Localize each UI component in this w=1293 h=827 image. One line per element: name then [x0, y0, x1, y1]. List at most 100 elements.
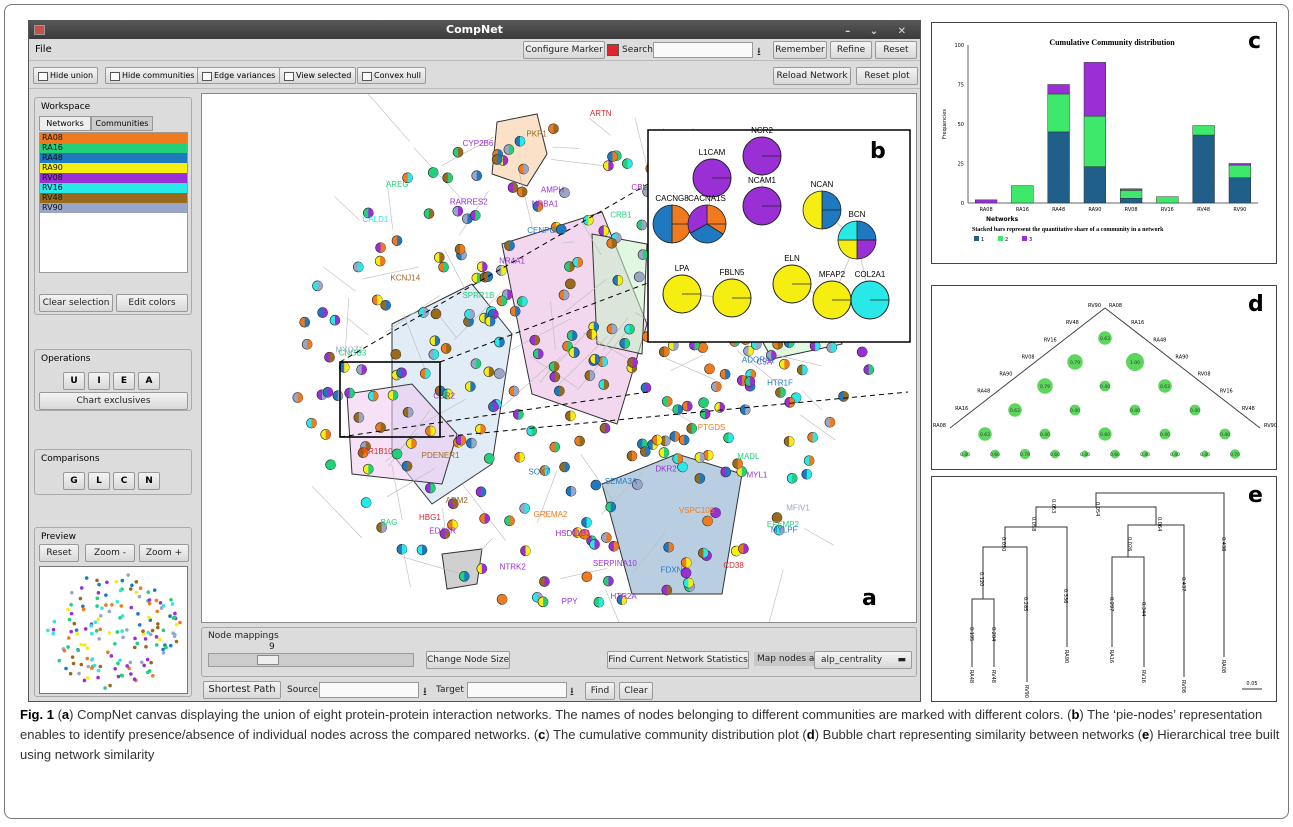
pie-node-slice: [344, 362, 350, 373]
pie-node-slice: [481, 563, 487, 574]
refine-button[interactable]: Refine: [830, 41, 872, 59]
tab-networks[interactable]: Networks: [39, 116, 91, 131]
pie-node-slice: [330, 459, 336, 470]
operations-title: Operations: [41, 354, 91, 364]
preview-panel: Preview Reset Zoom - Zoom +: [34, 527, 192, 697]
preview-node: [132, 645, 137, 650]
find-button[interactable]: Find: [585, 682, 615, 700]
bubble: [1099, 380, 1111, 392]
edge-variances-toggle[interactable]: Edge variances: [197, 67, 281, 84]
network-row-rv48[interactable]: RV48: [40, 193, 187, 203]
node-size-slider[interactable]: [208, 653, 414, 667]
change-node-size-button[interactable]: Change Node Size: [426, 651, 510, 669]
pie-node-label: ELN: [784, 254, 800, 263]
view-selected-toggle[interactable]: View selected: [279, 67, 357, 84]
pie-node: [380, 299, 392, 311]
pie-node: [292, 392, 304, 403]
network-row-rv16[interactable]: RV16: [40, 183, 187, 193]
network-row-ra08[interactable]: RA08: [40, 133, 187, 143]
global-compare-button[interactable]: G: [63, 472, 85, 490]
network-row-rv08[interactable]: RV08: [40, 173, 187, 183]
network-row-rv90[interactable]: RV90: [40, 203, 187, 213]
dendrogram-branch: [1127, 524, 1185, 677]
pie-node-slice: [553, 123, 559, 134]
preview-node: [107, 631, 112, 635]
chart-panel-d: RV90 RA08 RV48 RA16 RV16 RA48 RV08 RA90 RA90 RV08…: [931, 285, 1277, 470]
clear-selection-button[interactable]: Clear selection: [39, 294, 113, 312]
pie-node: [549, 441, 561, 453]
edit-colors-button[interactable]: Edit colors: [116, 294, 188, 312]
hide-communities-toggle[interactable]: Hide communities: [105, 67, 200, 84]
preview-node: [171, 631, 175, 636]
source-input[interactable]: [319, 682, 419, 698]
convex-hull-toggle[interactable]: Convex hull: [357, 67, 426, 84]
zoom-out-button[interactable]: Zoom -: [85, 544, 135, 562]
source-dropdown-icon[interactable]: ⭳: [423, 685, 427, 698]
preview-canvas[interactable]: [39, 566, 188, 694]
configure-marker-button[interactable]: Configure Marker: [523, 41, 605, 59]
clear-button[interactable]: Clear: [619, 682, 653, 700]
network-canvas[interactable]: EDA2RCBLN4HPDSPRR1BPTGDSHRSEADM2PKP1KCNJ…: [201, 93, 917, 623]
marker-color-swatch[interactable]: [607, 44, 619, 56]
preview-node: [118, 658, 122, 663]
slider-handle[interactable]: [257, 655, 279, 665]
pie-node: [454, 243, 466, 255]
comparisons-panel: Comparisons G L C N: [34, 449, 192, 495]
bubble-axis-label-left: RA08: [933, 423, 946, 429]
pie-node-slice: [564, 187, 570, 198]
target-input[interactable]: [467, 682, 567, 698]
target-dropdown-icon[interactable]: ⭳: [570, 685, 574, 698]
node-compare-button[interactable]: N: [138, 472, 160, 490]
preview-node: [170, 602, 175, 606]
preview-node: [97, 637, 102, 641]
find-network-statistics-button[interactable]: Find Current Network Statistics: [607, 651, 749, 669]
pie-node: [593, 596, 605, 608]
pie-node-slice: [715, 507, 721, 518]
x-tick-label: RA48: [1052, 207, 1065, 213]
chart-exclusives-button[interactable]: Chart exclusives: [39, 392, 188, 410]
pie-node: [698, 397, 709, 408]
preview-node: [134, 580, 139, 584]
pie-node-slice: [461, 435, 467, 446]
community-compare-button[interactable]: C: [113, 472, 135, 490]
reload-network-button[interactable]: Reload Network: [773, 67, 851, 85]
preview-node: [144, 644, 148, 649]
network-row-ra48[interactable]: RA48: [40, 153, 187, 163]
preview-node: [90, 666, 94, 670]
edge: [582, 222, 602, 256]
reset-plot-button[interactable]: Reset plot: [856, 67, 918, 85]
zoom-in-button[interactable]: Zoom +: [139, 544, 189, 562]
pie-node: [509, 305, 521, 317]
map-nodes-select[interactable]: alp_centrality ▬: [814, 651, 912, 669]
pie-node: [624, 323, 635, 335]
union-button[interactable]: U: [63, 372, 85, 390]
edge: [443, 248, 466, 290]
pie-node-slice: [311, 418, 317, 429]
exclusive-button[interactable]: E: [113, 372, 135, 390]
pie-node-slice: [327, 387, 333, 398]
preview-reset-button[interactable]: Reset: [39, 544, 79, 562]
node-label: C5A: [756, 358, 772, 367]
pie-node: [807, 431, 818, 443]
pie-node-slice: [407, 172, 413, 183]
search-dropdown-icon[interactable]: ⭳: [757, 45, 761, 58]
edge: [536, 471, 558, 524]
local-compare-button[interactable]: L: [88, 472, 110, 490]
pie-node-slice: [543, 596, 549, 607]
reset-button[interactable]: Reset: [875, 41, 917, 59]
search-input[interactable]: [653, 42, 753, 58]
all-button[interactable]: A: [138, 372, 160, 390]
intersection-button[interactable]: I: [88, 372, 110, 390]
tab-communities[interactable]: Communities: [91, 116, 153, 131]
network-row-ra90[interactable]: RA90: [40, 163, 187, 173]
bubble-value: 0.70: [1230, 452, 1240, 458]
hide-union-toggle[interactable]: Hide union: [33, 67, 99, 84]
remember-button[interactable]: Remember: [773, 41, 827, 59]
network-row-ra16[interactable]: RA16: [40, 143, 187, 153]
window-controls-icon[interactable]: – ⌄ ✕: [845, 26, 914, 37]
pie-node: [801, 468, 813, 480]
preview-node: [79, 662, 84, 667]
network-graph[interactable]: EDA2RCBLN4HPDSPRR1BPTGDSHRSEADM2PKP1KCNJ…: [202, 94, 917, 623]
menu-file[interactable]: File: [35, 44, 52, 55]
shortest-path-button[interactable]: Shortest Path: [203, 681, 281, 699]
